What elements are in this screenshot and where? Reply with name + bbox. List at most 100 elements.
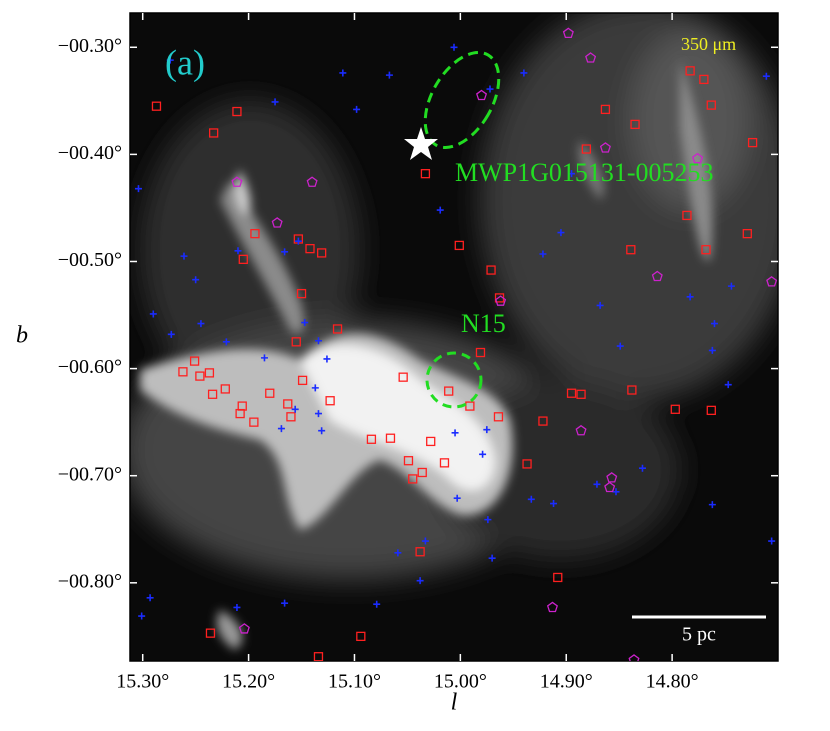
square-marker: [742, 228, 752, 239]
square-marker: [356, 631, 366, 642]
x-tick-label: 15.00°: [434, 671, 487, 693]
square-marker: [417, 467, 427, 478]
square-marker: [235, 408, 245, 419]
pentagon-marker: [651, 270, 663, 282]
plus-marker: [527, 495, 535, 503]
plus-marker: [557, 229, 565, 237]
square-marker: [297, 375, 308, 386]
square-marker: [189, 356, 200, 366]
pentagon-marker: [231, 176, 243, 187]
square-marker: [581, 144, 592, 154]
plus-marker: [373, 600, 381, 608]
square-marker: [706, 405, 716, 416]
square-marker: [250, 228, 260, 239]
plus-marker: [234, 247, 242, 255]
pentagon-marker: [585, 52, 597, 63]
plus-marker: [294, 237, 302, 245]
plus-marker: [596, 301, 604, 309]
plus-marker: [353, 105, 361, 113]
pentagon-marker: [692, 152, 704, 164]
y-tick-label: −00.50°: [58, 249, 122, 271]
plus-marker: [385, 71, 393, 79]
square-marker: [538, 416, 548, 426]
square-marker: [486, 265, 496, 275]
square-marker: [408, 474, 418, 484]
plus-marker: [167, 330, 175, 338]
source-ellipse: [423, 51, 501, 149]
star-marker: [404, 127, 438, 160]
plus-marker: [686, 293, 694, 301]
square-marker: [205, 628, 216, 638]
square-marker: [249, 417, 259, 427]
square-marker: [332, 324, 343, 334]
square-marker: [475, 347, 486, 358]
square-marker: [195, 371, 205, 381]
plot-frame: [129, 12, 779, 662]
square-marker: [699, 74, 709, 85]
square-marker: [630, 119, 640, 130]
plus-marker: [149, 310, 157, 318]
pentagon-marker: [575, 424, 587, 436]
square-marker: [444, 386, 454, 396]
plus-marker: [550, 500, 558, 508]
plus-marker: [708, 501, 716, 509]
region-circle: [425, 351, 483, 409]
plus-marker: [222, 338, 230, 346]
plus-marker: [762, 72, 770, 80]
plus-marker: [612, 488, 620, 496]
square-marker: [208, 128, 219, 138]
square-marker: [685, 66, 695, 76]
square-marker: [207, 389, 218, 399]
square-marker: [426, 436, 436, 447]
square-marker: [706, 100, 716, 110]
plus-marker: [271, 98, 279, 106]
plus-marker: [138, 612, 146, 620]
plus-marker: [311, 384, 319, 392]
plus-marker: [323, 355, 331, 363]
square-marker: [626, 245, 636, 255]
square-marker: [325, 396, 335, 406]
x-tick-label: 14.90°: [540, 671, 593, 693]
pentagon-marker: [599, 142, 611, 153]
square-marker: [305, 243, 315, 254]
square-marker: [415, 547, 425, 557]
square-marker: [627, 385, 637, 395]
plus-marker: [394, 549, 402, 557]
square-marker: [576, 389, 586, 399]
square-marker: [232, 106, 242, 117]
square-marker: [283, 399, 293, 409]
y-tick-label: −00.60°: [58, 356, 122, 378]
x-tick-label: 14.80°: [646, 671, 699, 693]
plus-marker: [146, 594, 154, 602]
plus-marker: [421, 537, 429, 545]
plus-marker: [708, 346, 716, 354]
plus-marker: [291, 405, 299, 413]
plus-marker: [539, 250, 547, 258]
plus-marker: [314, 410, 322, 418]
plus-marker: [520, 69, 528, 77]
plus-marker: [484, 516, 492, 524]
square-marker: [454, 240, 464, 251]
plus-marker: [134, 185, 142, 193]
x-tick-label: 15.30°: [116, 671, 169, 693]
plus-marker: [416, 577, 424, 585]
square-marker: [291, 337, 301, 347]
square-marker: [522, 459, 532, 469]
square-marker: [238, 254, 248, 264]
x-tick-label: 15.20°: [222, 671, 275, 693]
source-label: MWP1G015131-005253: [455, 158, 714, 187]
plus-marker: [616, 342, 624, 350]
plus-marker: [727, 282, 735, 290]
pentagon-marker: [306, 176, 318, 187]
plus-marker: [724, 381, 732, 389]
square-marker: [265, 388, 275, 398]
square-marker: [178, 367, 188, 377]
square-marker: [296, 288, 307, 299]
dust-map: [130, 13, 778, 661]
pentagon-marker: [562, 27, 574, 39]
plus-marker: [318, 427, 326, 435]
axes: 15.30° 15.20° 15.10° 15.00° 14.90° 14.80° −00.…: [58, 13, 778, 693]
plus-marker: [197, 320, 205, 328]
square-marker: [316, 248, 327, 258]
